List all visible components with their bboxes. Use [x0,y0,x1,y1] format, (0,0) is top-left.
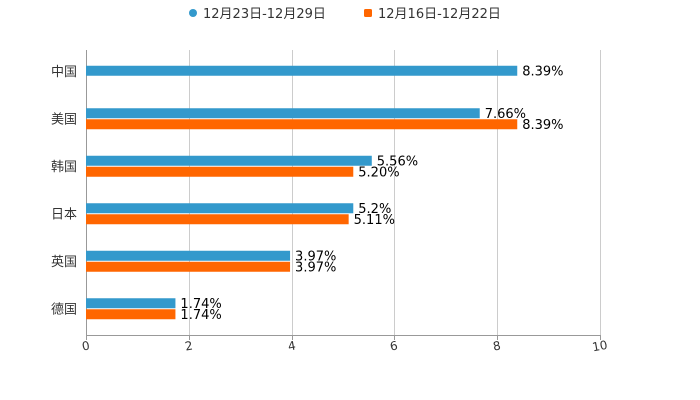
data-label-series-1: 5.56% [377,154,418,169]
x-tick-label-4: 4 [287,339,297,354]
category-label: 中国 [51,65,77,80]
category-label: 德国 [51,302,77,317]
bar-series-2[interactable] [86,214,349,225]
data-label-series-1: 7.66% [485,107,526,122]
category-label: 韩国 [51,160,77,175]
data-label-series-1: 1.74% [180,297,221,312]
data-label-series-2: 8.39% [522,118,563,133]
bar-series-1[interactable] [86,108,480,119]
legend: 12月23日-12月29日 12月16日-12月22日 [189,7,501,22]
bar-series-1[interactable] [86,203,354,214]
legend-label-series-1[interactable]: 12月23日-12月29日 [203,7,326,22]
x-axis-ticks: 0 2 4 6 8 10 [81,338,609,354]
category-label: 日本 [51,207,77,222]
gridlines [86,50,601,340]
legend-label-series-2[interactable]: 12月16日-12月22日 [378,7,501,22]
x-tick-label-6: 6 [389,339,399,354]
bar-series-2[interactable] [86,309,176,320]
bar-series-2[interactable] [86,119,518,130]
data-label-series-2: 3.97% [295,260,336,275]
x-tick-label-8: 8 [492,339,502,354]
x-tick-label-10: 10 [591,338,608,354]
category-label: 美国 [51,112,77,127]
bar-series-1[interactable] [86,298,176,309]
legend-marker-series-2[interactable] [364,9,372,17]
data-labels: 8.39%7.66%8.39%5.56%5.20%5.2%5.11%3.97%3… [180,64,563,323]
data-label-series-1: 8.39% [522,64,563,79]
category-label: 英国 [51,255,77,270]
bar-series-1[interactable] [86,250,291,261]
x-tick-label-0: 0 [81,339,91,354]
bar-series-1[interactable] [86,65,518,76]
data-label-series-1: 3.97% [295,249,336,264]
legend-marker-series-1[interactable] [189,9,197,17]
x-tick-label-2: 2 [184,339,194,354]
data-label-series-2: 5.11% [354,213,395,228]
bars [86,65,518,320]
bar-series-2[interactable] [86,166,354,177]
data-label-series-2: 5.20% [358,165,399,180]
bar-series-1[interactable] [86,155,372,166]
data-label-series-1: 5.2% [358,202,391,217]
bar-series-2[interactable] [86,261,291,272]
data-label-series-2: 1.74% [180,308,221,323]
